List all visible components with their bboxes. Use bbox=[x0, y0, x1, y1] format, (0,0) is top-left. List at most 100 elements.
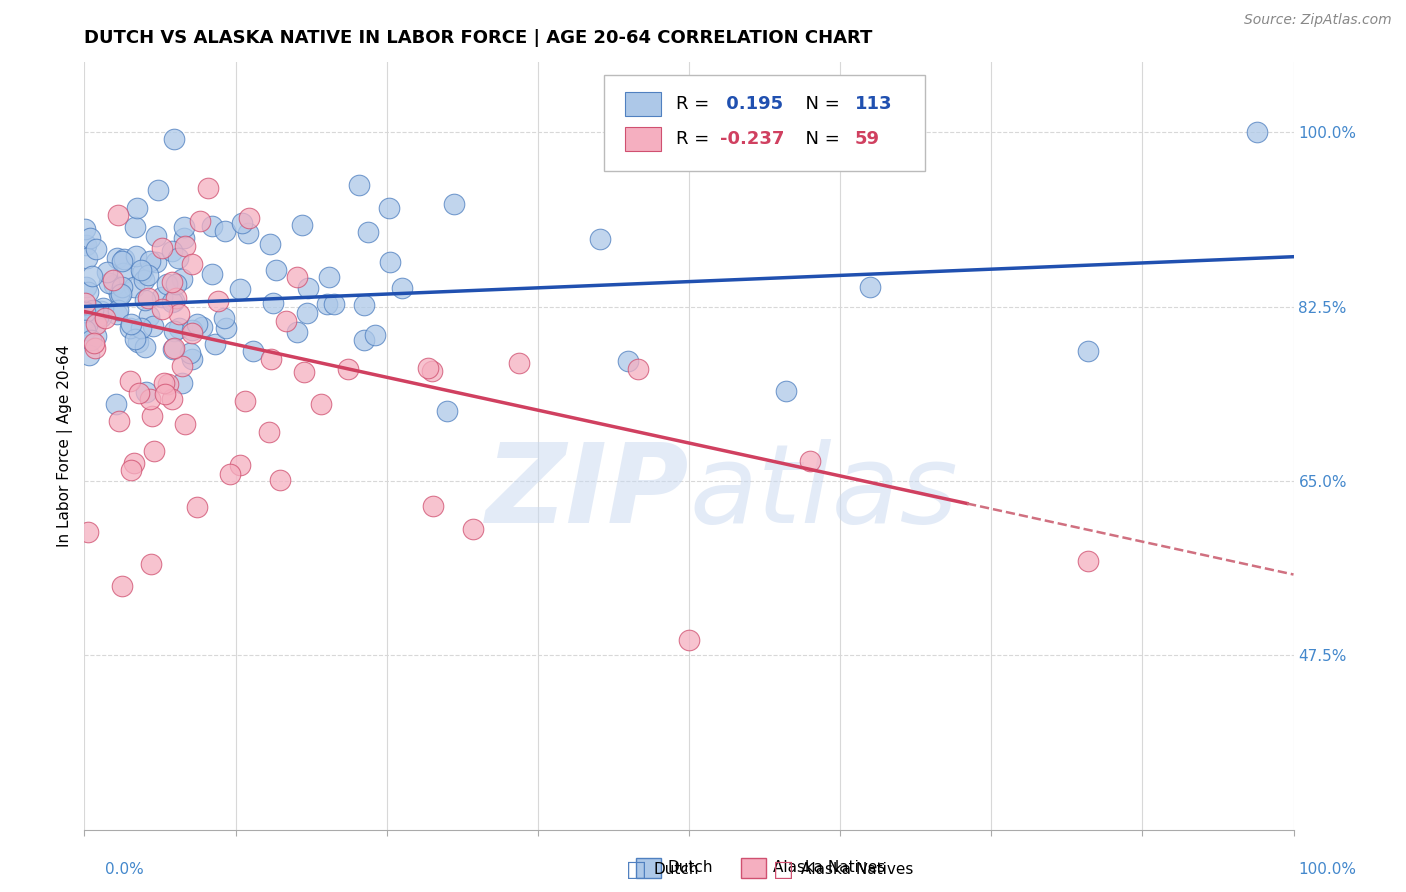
Point bbox=[110, 288, 132, 302]
Text: Dutch: Dutch bbox=[668, 861, 713, 875]
Point bbox=[229, 282, 252, 296]
FancyBboxPatch shape bbox=[605, 76, 925, 171]
Point bbox=[285, 270, 308, 285]
Point bbox=[77, 525, 100, 540]
Point bbox=[108, 287, 131, 301]
Point bbox=[167, 307, 190, 321]
Point bbox=[269, 473, 291, 487]
Text: Alaska Natives: Alaska Natives bbox=[801, 863, 914, 877]
Point bbox=[181, 351, 204, 366]
Point bbox=[160, 244, 183, 258]
Point bbox=[145, 255, 167, 269]
Point bbox=[139, 392, 162, 406]
Point bbox=[150, 301, 173, 316]
Point bbox=[204, 337, 226, 351]
Bar bbox=[624, 92, 661, 116]
Text: DUTCH VS ALASKA NATIVE IN LABOR FORCE | AGE 20-64 CORRELATION CHART: DUTCH VS ALASKA NATIVE IN LABOR FORCE | … bbox=[84, 29, 873, 47]
Text: □: □ bbox=[773, 860, 794, 880]
Point bbox=[76, 285, 98, 300]
Point bbox=[163, 325, 186, 339]
Point bbox=[110, 280, 132, 294]
Point bbox=[160, 294, 183, 309]
Point bbox=[94, 311, 117, 326]
Point bbox=[111, 254, 134, 268]
Point bbox=[134, 272, 156, 286]
Point bbox=[353, 298, 375, 312]
Point bbox=[174, 417, 197, 432]
Point bbox=[103, 278, 125, 293]
Point bbox=[80, 268, 103, 283]
Text: ZIP: ZIP bbox=[485, 439, 689, 546]
Point bbox=[84, 242, 107, 256]
Text: N =: N = bbox=[794, 130, 845, 148]
Point bbox=[135, 384, 157, 399]
Point bbox=[96, 265, 118, 279]
Point bbox=[214, 310, 236, 325]
Point bbox=[83, 335, 105, 350]
Point bbox=[104, 397, 127, 411]
Point bbox=[775, 384, 797, 399]
Point bbox=[357, 225, 380, 239]
Point bbox=[107, 208, 129, 222]
Text: -0.237: -0.237 bbox=[720, 130, 785, 148]
Point bbox=[264, 263, 287, 277]
Point bbox=[318, 270, 340, 285]
Point bbox=[257, 425, 280, 439]
Point bbox=[150, 290, 173, 304]
Point bbox=[799, 454, 821, 468]
Point bbox=[139, 254, 162, 268]
Bar bbox=[624, 127, 661, 152]
Point bbox=[79, 231, 101, 245]
Point bbox=[141, 409, 163, 423]
Point bbox=[242, 344, 264, 359]
Point bbox=[124, 332, 146, 346]
Point bbox=[391, 281, 413, 295]
Point bbox=[103, 273, 125, 287]
Y-axis label: In Labor Force | Age 20-64: In Labor Force | Age 20-64 bbox=[58, 345, 73, 547]
Point bbox=[125, 250, 148, 264]
Text: 0.195: 0.195 bbox=[720, 95, 783, 113]
Point bbox=[180, 323, 202, 337]
Point bbox=[124, 219, 146, 234]
Bar bbox=[636, 858, 661, 878]
Point bbox=[84, 341, 107, 355]
Point bbox=[105, 307, 128, 321]
Point bbox=[186, 500, 208, 515]
Point bbox=[77, 348, 100, 362]
Point bbox=[125, 201, 148, 215]
Point bbox=[188, 214, 211, 228]
Point bbox=[201, 219, 224, 233]
Text: 0.0%: 0.0% bbox=[105, 863, 145, 877]
Point bbox=[108, 413, 131, 427]
Text: atlas: atlas bbox=[689, 439, 957, 546]
Point bbox=[138, 309, 160, 323]
Point bbox=[259, 236, 281, 251]
Point bbox=[118, 374, 141, 388]
Point bbox=[107, 302, 129, 317]
Point bbox=[627, 361, 650, 376]
Point bbox=[76, 251, 98, 265]
Point bbox=[73, 323, 96, 337]
Point bbox=[617, 354, 640, 368]
Point bbox=[219, 467, 242, 481]
Point bbox=[146, 184, 169, 198]
Point bbox=[162, 341, 184, 355]
Point bbox=[316, 297, 339, 311]
Point bbox=[163, 293, 186, 308]
Point bbox=[91, 301, 114, 316]
Point bbox=[190, 319, 212, 334]
Point bbox=[150, 241, 173, 255]
Point bbox=[75, 238, 97, 252]
Point bbox=[160, 392, 183, 407]
Point bbox=[111, 266, 134, 280]
Point bbox=[508, 355, 530, 369]
Point bbox=[214, 225, 236, 239]
Point bbox=[129, 321, 152, 335]
Point bbox=[141, 558, 163, 572]
Point bbox=[111, 579, 134, 593]
Point bbox=[260, 352, 283, 367]
Point bbox=[347, 178, 370, 193]
Point bbox=[136, 291, 159, 305]
Point bbox=[86, 329, 108, 343]
Point bbox=[231, 216, 253, 230]
